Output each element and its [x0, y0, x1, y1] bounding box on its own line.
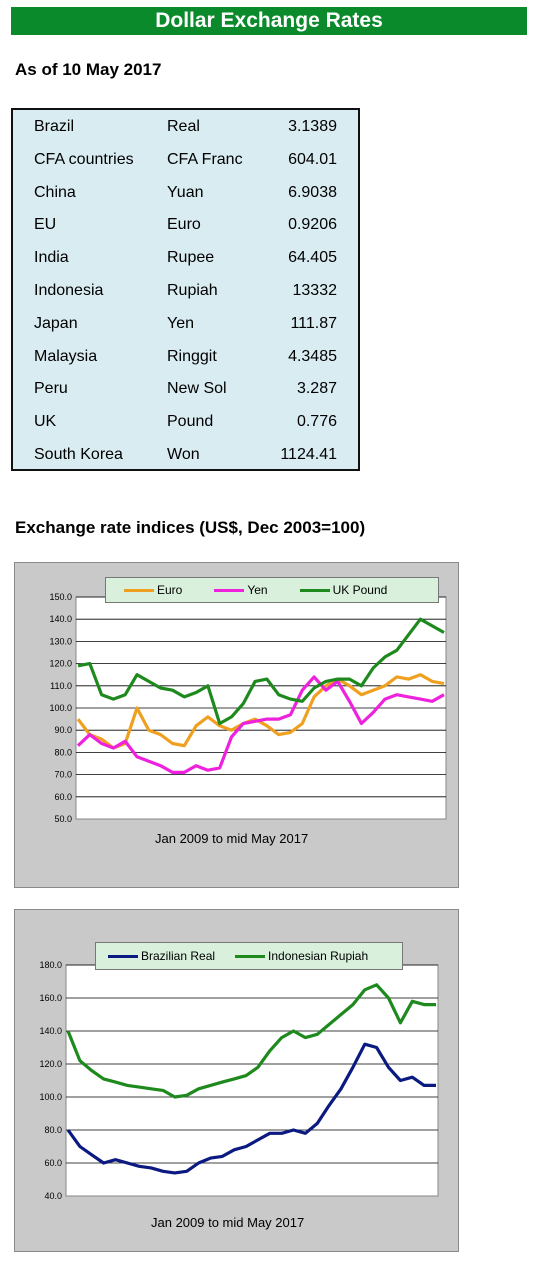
legend-item: UK Pound	[299, 583, 388, 597]
rate-country: China	[34, 183, 76, 201]
series-line-euro	[76, 673, 445, 750]
plot-area	[65, 964, 439, 1197]
rate-country: Japan	[34, 314, 78, 332]
rate-row: Malaysia Ringgit 4.3485	[13, 346, 358, 368]
legend-label: Indonesian Rupiah	[268, 949, 369, 963]
rate-row: CFA countries CFA Franc 604.01	[13, 149, 358, 171]
rate-country: South Korea	[34, 446, 123, 463]
rate-country: Peru	[34, 380, 68, 398]
rate-row: India Rupee 64.405	[13, 247, 358, 269]
chart-legend: Euro Yen UK Pound	[105, 577, 439, 603]
rate-country: India	[34, 249, 69, 267]
legend-label: Yen	[247, 583, 268, 597]
rate-row: Japan Yen 111.87	[13, 313, 358, 335]
rate-country: Malaysia	[34, 347, 98, 365]
rate-value: 6.9038	[288, 183, 337, 201]
y-tick-label: 50.0	[54, 814, 72, 824]
y-tick-label: 120.0	[49, 659, 72, 669]
series-line-indonesian-rupiah	[66, 983, 436, 1099]
legend-swatch	[299, 588, 330, 592]
chart-panel-major-currencies: 150.0 140.0 130.0 120.0 110.0 100.0 90.0 80.0 70…	[14, 562, 459, 888]
chart-x-caption: Jan 2009 to mid May 2017	[155, 831, 309, 846]
y-tick-label: 40.0	[44, 1191, 62, 1201]
y-tick-label: 150.0	[49, 592, 72, 602]
rate-currency: Won	[167, 446, 200, 463]
series-line-brazilian-real	[66, 1042, 436, 1175]
as-of-date: As of 10 May 2017	[15, 60, 162, 79]
rate-row: Peru New Sol 3.287	[13, 378, 358, 400]
rate-currency: Pound	[167, 413, 214, 431]
rate-currency: Ringgit	[167, 347, 217, 365]
y-tick-label: 80.0	[54, 747, 72, 757]
y-tick-label: 160.0	[39, 993, 62, 1003]
legend-swatch	[214, 588, 245, 592]
rate-currency: Rupee	[167, 249, 215, 267]
y-tick-label: 130.0	[49, 636, 72, 646]
rate-currency: Yuan	[167, 183, 204, 201]
rate-row: EU Euro 0.9206	[13, 214, 358, 236]
legend-item: Euro	[124, 583, 182, 597]
rate-row: China Yuan 6.9038	[13, 182, 358, 204]
legend-item: Yen	[214, 583, 268, 597]
rate-value: 3.287	[296, 380, 337, 398]
y-tick-label: 90.0	[54, 725, 72, 735]
y-tick-label: 100.0	[39, 1092, 62, 1102]
rate-country: EU	[34, 216, 57, 234]
rate-value: 13332	[292, 282, 338, 299]
legend-swatch	[235, 954, 266, 958]
rate-currency: CFA Franc	[167, 150, 243, 168]
rate-country: UK	[34, 413, 57, 431]
rate-value: 111.87	[290, 314, 337, 332]
rate-country: Brazil	[34, 118, 75, 135]
rate-currency: Rupiah	[167, 282, 218, 299]
y-tick-label: 70.0	[54, 770, 72, 780]
exchange-rate-table: Brazil Real 3.1389 CFA countries CFA Franc 60…	[11, 108, 360, 471]
legend-label: Brazilian Real	[141, 949, 216, 963]
rate-row: Indonesia Rupiah 13332	[13, 280, 358, 302]
chart-x-caption: Jan 2009 to mid May 2017	[151, 1215, 305, 1230]
y-tick-label: 140.0	[39, 1026, 62, 1036]
rate-value: 0.776	[296, 413, 337, 431]
rate-value: 4.3485	[288, 347, 337, 365]
rate-currency: Euro	[167, 216, 201, 234]
rate-country: CFA countries	[34, 150, 134, 168]
chart-legend: Brazilian Real Indonesian Rupiah	[95, 942, 403, 970]
y-tick-label: 60.0	[44, 1158, 62, 1168]
legend-label: Euro	[157, 583, 183, 597]
series-line-yen	[76, 675, 445, 774]
y-tick-label: 100.0	[49, 703, 72, 713]
rate-country: Indonesia	[34, 282, 104, 299]
legend-swatch	[108, 954, 138, 958]
rate-value: 1124.41	[280, 446, 337, 463]
chart-emerging-currencies: 180.0 160.0 140.0 120.0 100.0 80.0 60.0 40.0	[39, 960, 439, 1201]
rate-row: UK Pound 0.776	[13, 411, 358, 433]
rate-currency: New Sol	[167, 380, 227, 398]
y-tick-label: 80.0	[44, 1125, 62, 1135]
legend-label: UK Pound	[332, 583, 388, 597]
y-tick-label: 140.0	[49, 614, 72, 624]
y-tick-label: 120.0	[39, 1059, 62, 1069]
chart-panel-emerging-currencies: 180.0 160.0 140.0 120.0 100.0 80.0 60.0 40.0 Br…	[14, 909, 459, 1252]
y-tick-label: 110.0	[50, 681, 72, 691]
legend-item: Indonesian Rupiah	[235, 949, 368, 963]
rate-currency: Real	[167, 118, 200, 135]
chart-major-currencies: 150.0 140.0 130.0 120.0 110.0 100.0 90.0 80.0 70…	[49, 592, 447, 824]
y-tick-label: 180.0	[39, 960, 62, 970]
indices-section-title: Exchange rate indices (US$, Dec 2003=100…	[15, 518, 366, 537]
y-tick-label: 60.0	[54, 792, 72, 802]
rate-value: 0.9206	[288, 216, 337, 234]
rate-currency: Yen	[167, 314, 194, 332]
legend-item: Brazilian Real	[108, 949, 215, 963]
series-line-uk-pound	[77, 617, 445, 726]
legend-swatch	[124, 588, 154, 592]
rate-row: South Korea Won 1124.41	[13, 444, 358, 466]
rate-value: 3.1389	[288, 118, 337, 135]
rate-value: 64.405	[288, 249, 337, 267]
rate-row: Brazil Real 3.1389	[13, 116, 358, 138]
rate-value: 604.01	[288, 150, 337, 168]
page-banner: Dollar Exchange Rates	[11, 7, 527, 35]
